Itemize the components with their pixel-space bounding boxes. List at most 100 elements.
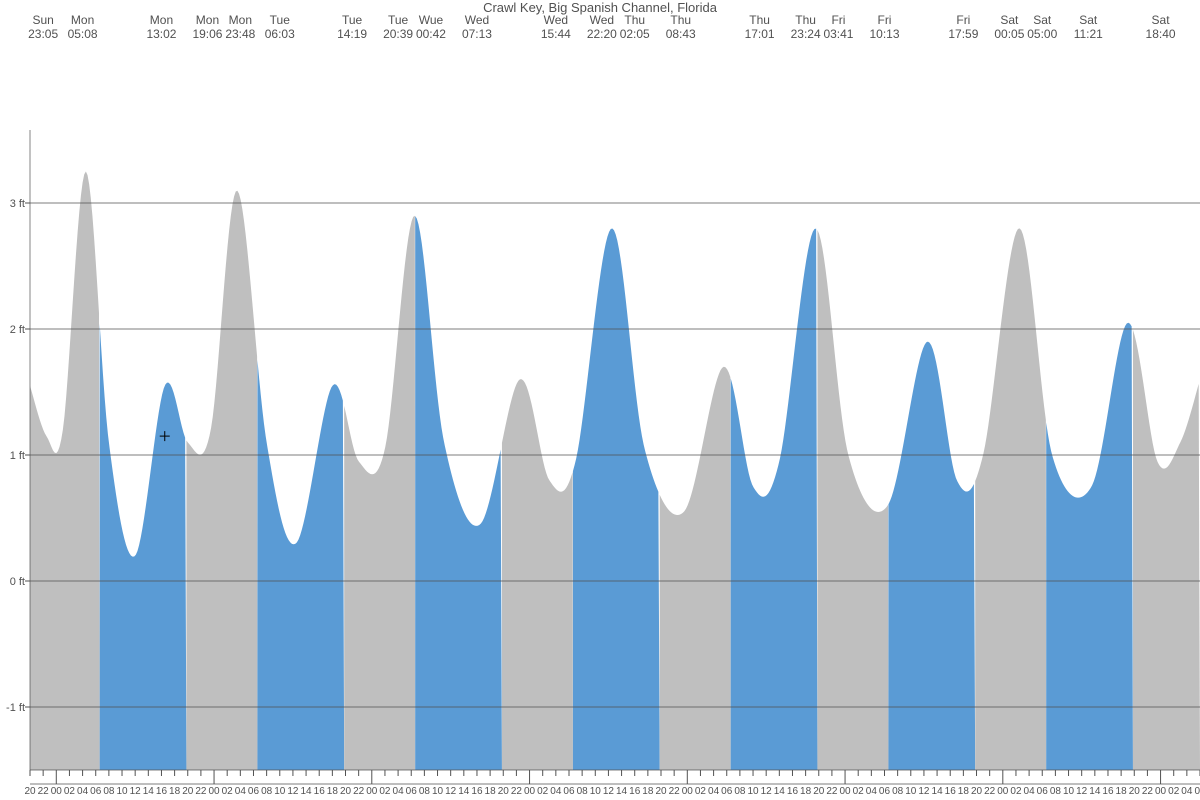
top-label-day: Mon	[150, 13, 173, 27]
x-tick-label: 00	[997, 786, 1009, 797]
x-tick-label: 16	[314, 786, 326, 797]
top-label-time: 06:03	[265, 27, 295, 41]
x-tick-label: 08	[261, 786, 273, 797]
x-tick-label: 06	[879, 786, 891, 797]
x-tick-label: 08	[892, 786, 904, 797]
top-labels: Sun23:05Mon05:08Mon13:02Mon19:06Mon23:48…	[28, 13, 1176, 41]
x-tick-label: 02	[222, 786, 234, 797]
top-label-day: Sat	[1152, 13, 1171, 27]
x-tick-label: 12	[445, 786, 457, 797]
x-tick-label: 16	[471, 786, 483, 797]
top-label-time: 00:42	[416, 27, 446, 41]
x-tick-label: 14	[774, 786, 786, 797]
top-label-day: Thu	[795, 13, 816, 27]
top-label-time: 03:41	[823, 27, 853, 41]
x-tick-label: 18	[327, 786, 339, 797]
y-tick-label: 2 ft	[10, 324, 25, 336]
x-tick-label: 12	[603, 786, 615, 797]
x-tick-label: 06	[563, 786, 575, 797]
x-tick-label: 22	[195, 786, 207, 797]
x-tick-label: 00	[208, 786, 220, 797]
x-tick-label: 16	[629, 786, 641, 797]
y-tick-label: 3 ft	[10, 198, 25, 210]
x-tick-label: 20	[813, 786, 825, 797]
x-tick-label: 02	[64, 786, 76, 797]
x-tick-label: 00	[839, 786, 851, 797]
top-label-day: Wue	[419, 13, 444, 27]
x-tick-label: 14	[932, 786, 944, 797]
x-tick-label: 22	[826, 786, 838, 797]
top-label-time: 18:40	[1146, 27, 1176, 41]
x-tick-label: 18	[1116, 786, 1128, 797]
x-tick-label: 16	[787, 786, 799, 797]
x-tick-label: 06	[248, 786, 260, 797]
top-label-time: 00:05	[994, 27, 1024, 41]
x-tick-label: 02	[695, 786, 707, 797]
x-tick-label: 02	[537, 786, 549, 797]
x-tick-label: 22	[1142, 786, 1154, 797]
x-tick-label: 16	[1102, 786, 1114, 797]
top-label-day: Fri	[956, 13, 970, 27]
top-label-day: Mon	[71, 13, 94, 27]
x-tick-label: 00	[682, 786, 694, 797]
top-label-time: 11:21	[1074, 27, 1103, 41]
x-tick-label: 22	[669, 786, 681, 797]
top-label-day: Thu	[670, 13, 691, 27]
top-label-time: 20:39	[383, 27, 413, 41]
x-tick-label: 00	[524, 786, 536, 797]
top-label-day: Tue	[388, 13, 409, 27]
x-tick-label: 04	[77, 786, 89, 797]
top-label-day: Mon	[196, 13, 219, 27]
x-tick-label: 14	[616, 786, 628, 797]
x-tick-label: 06	[90, 786, 102, 797]
x-tick-label: 22	[38, 786, 50, 797]
x-tick-label: 08	[419, 786, 431, 797]
top-label-time: 22:20	[587, 27, 617, 41]
x-tick-label: 20	[655, 786, 667, 797]
x-tick-label: 04	[393, 786, 405, 797]
x-tick-label: 20	[1129, 786, 1141, 797]
x-tick-label: 04	[866, 786, 878, 797]
x-tick-label: 12	[130, 786, 142, 797]
x-tick-label: 08	[734, 786, 746, 797]
top-label-time: 17:59	[948, 27, 978, 41]
x-tick-label: 10	[274, 786, 286, 797]
x-tick-label: 02	[853, 786, 865, 797]
top-label-time: 05:00	[1027, 27, 1057, 41]
x-tick-label: 10	[590, 786, 602, 797]
tide-area	[30, 172, 1200, 771]
top-label-day: Tue	[270, 13, 291, 27]
top-label-time: 08:43	[666, 27, 696, 41]
x-tick-label: 10	[432, 786, 444, 797]
top-label-day: Mon	[229, 13, 252, 27]
x-tick-label: 00	[51, 786, 63, 797]
y-tick-label: 0 ft	[10, 576, 25, 588]
top-label-time: 17:01	[745, 27, 775, 41]
top-label-time: 23:05	[28, 27, 58, 41]
x-tick-label: 04	[1024, 786, 1036, 797]
top-label-day: Sat	[1000, 13, 1019, 27]
x-tick-label: 02	[1010, 786, 1022, 797]
x-tick-label: 20	[340, 786, 352, 797]
x-tick-label: 18	[642, 786, 654, 797]
y-tick-label: -1 ft	[6, 702, 25, 714]
top-label-day: Thu	[749, 13, 770, 27]
x-tick-label: 08	[103, 786, 115, 797]
x-tick-label: 10	[905, 786, 917, 797]
x-tick-label: 00	[1155, 786, 1167, 797]
x-tick-label: 08	[1050, 786, 1062, 797]
x-tick-label: 14	[1089, 786, 1101, 797]
x-tick-label: 12	[1076, 786, 1088, 797]
x-tick-label: 04	[1181, 786, 1193, 797]
x-tick-label: 02	[379, 786, 391, 797]
top-label-day: Sun	[32, 13, 53, 27]
top-label-time: 10:13	[869, 27, 899, 41]
top-label-time: 19:06	[192, 27, 222, 41]
tide-chart: -1 ft0 ft1 ft2 ft3 ft2022000204060810121…	[0, 0, 1200, 800]
x-tick-label: 08	[577, 786, 589, 797]
x-tick-label: 06	[1194, 786, 1200, 797]
top-label-time: 05:08	[68, 27, 98, 41]
top-label-time: 07:13	[462, 27, 492, 41]
top-label-time: 15:44	[541, 27, 571, 41]
x-tick-label: 10	[1063, 786, 1075, 797]
